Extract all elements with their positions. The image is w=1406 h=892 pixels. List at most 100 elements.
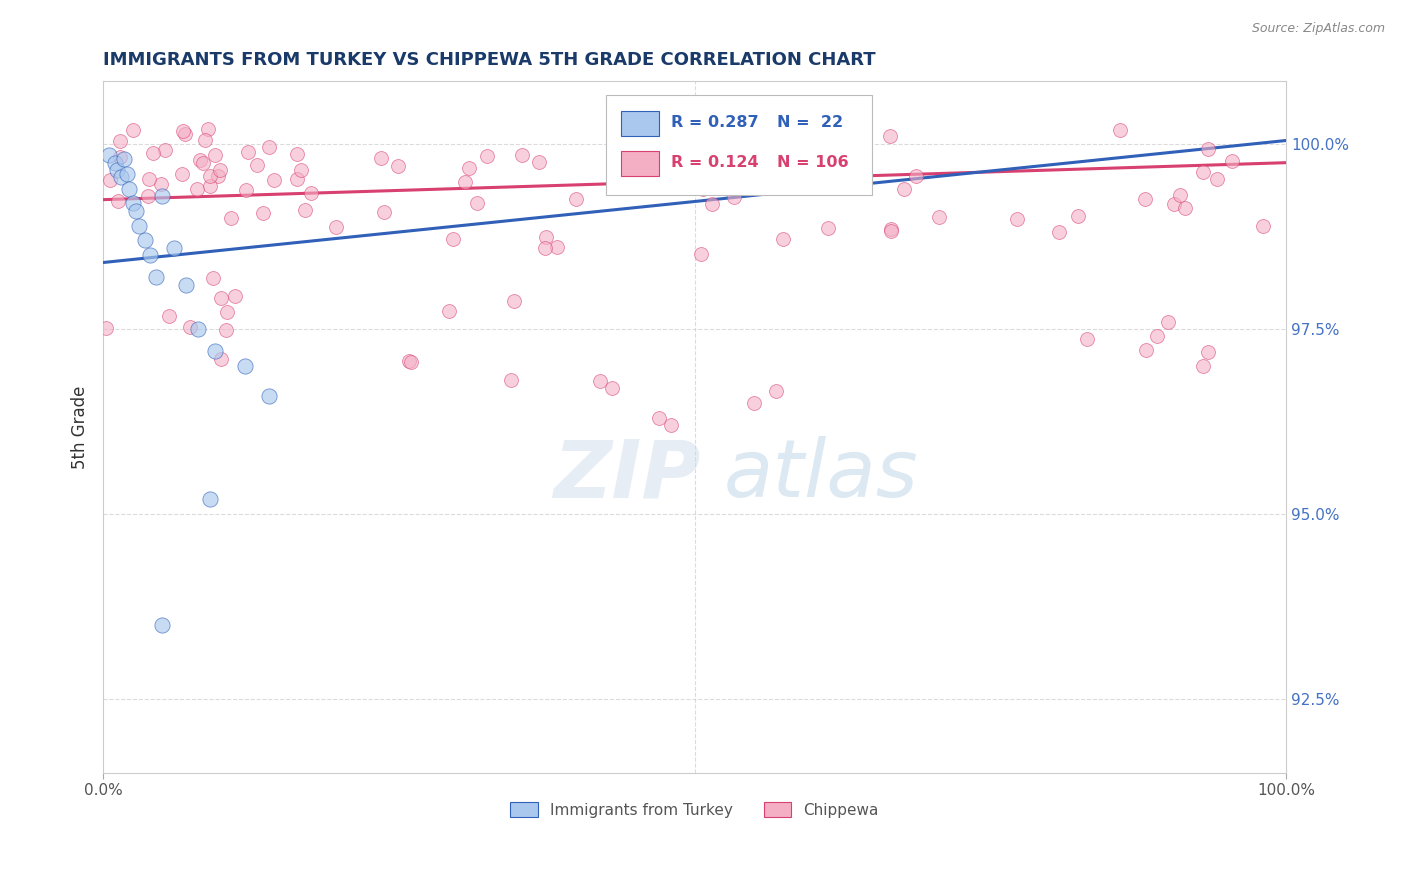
Point — [290, 162, 312, 177]
Point — [1108, 123, 1130, 137]
Point — [692, 182, 714, 196]
Point — [233, 359, 256, 373]
Point — [257, 389, 280, 403]
Point — [172, 124, 194, 138]
FancyBboxPatch shape — [621, 112, 659, 136]
Point — [235, 183, 257, 197]
Point — [188, 153, 211, 167]
Point — [209, 351, 232, 366]
Point — [217, 305, 239, 319]
Point — [155, 143, 177, 157]
Point — [150, 618, 173, 632]
Text: N = 106: N = 106 — [778, 154, 849, 169]
Point — [1197, 345, 1219, 359]
Point — [742, 396, 765, 410]
Point — [1170, 188, 1192, 202]
Point — [454, 175, 477, 189]
Point — [475, 149, 498, 163]
Point — [157, 309, 180, 323]
Point — [246, 158, 269, 172]
Point — [510, 148, 533, 162]
Point — [197, 122, 219, 136]
Point — [139, 248, 162, 262]
Point — [224, 289, 246, 303]
Point — [1047, 225, 1070, 239]
Point — [1192, 359, 1215, 373]
Point — [134, 233, 156, 247]
Point — [186, 182, 208, 196]
Point — [128, 219, 150, 233]
Point — [370, 151, 392, 165]
Point — [441, 232, 464, 246]
Point — [94, 320, 117, 334]
Point — [285, 172, 308, 186]
Point — [150, 177, 173, 191]
Point — [546, 240, 568, 254]
Point — [112, 152, 135, 166]
Text: R = 0.287: R = 0.287 — [671, 115, 758, 129]
Point — [325, 219, 347, 234]
Point — [880, 222, 903, 236]
Point — [534, 241, 557, 255]
Point — [207, 169, 229, 184]
Text: IMMIGRANTS FROM TURKEY VS CHIPPEWA 5TH GRADE CORRELATION CHART: IMMIGRANTS FROM TURKEY VS CHIPPEWA 5TH G… — [103, 51, 876, 69]
Point — [723, 190, 745, 204]
Point — [1191, 165, 1213, 179]
Point — [387, 159, 409, 173]
Point — [880, 223, 903, 237]
Point — [1067, 209, 1090, 223]
Point — [502, 294, 524, 309]
Point — [163, 241, 186, 255]
Point — [236, 145, 259, 159]
Point — [121, 123, 143, 137]
Point — [648, 410, 671, 425]
Point — [465, 196, 488, 211]
Point — [600, 381, 623, 395]
Point — [1251, 219, 1274, 234]
Point — [201, 271, 224, 285]
Point — [905, 169, 928, 183]
Point — [285, 146, 308, 161]
Point — [928, 211, 950, 225]
Point — [187, 322, 209, 336]
Point — [765, 384, 787, 399]
Point — [138, 171, 160, 186]
Point — [174, 128, 197, 142]
Point — [673, 168, 696, 182]
Point — [198, 169, 221, 183]
Point — [1174, 201, 1197, 215]
Point — [142, 145, 165, 160]
Point — [527, 155, 550, 169]
Point — [659, 418, 682, 433]
Point — [193, 156, 215, 170]
Text: N =  22: N = 22 — [778, 115, 844, 129]
Point — [204, 148, 226, 162]
Point — [1146, 329, 1168, 343]
Point — [107, 194, 129, 209]
Point — [879, 128, 901, 143]
Point — [740, 168, 762, 182]
Point — [690, 247, 713, 261]
Point — [700, 197, 723, 211]
Point — [209, 291, 232, 305]
Y-axis label: 5th Grade: 5th Grade — [72, 385, 89, 468]
Point — [104, 155, 127, 169]
Legend: Immigrants from Turkey, Chippewa: Immigrants from Turkey, Chippewa — [505, 796, 884, 824]
Text: R = 0.124: R = 0.124 — [671, 154, 758, 169]
Point — [110, 134, 132, 148]
Point — [564, 192, 586, 206]
Point — [259, 140, 281, 154]
Point — [294, 202, 316, 217]
Point — [108, 150, 131, 164]
Point — [299, 186, 322, 200]
Point — [640, 147, 662, 161]
Point — [194, 133, 217, 147]
Point — [200, 178, 222, 193]
Point — [145, 270, 167, 285]
Point — [893, 182, 915, 196]
Text: atlas: atlas — [724, 436, 920, 515]
Point — [1220, 153, 1243, 168]
Point — [373, 204, 395, 219]
Point — [1005, 212, 1028, 227]
Point — [589, 374, 612, 388]
